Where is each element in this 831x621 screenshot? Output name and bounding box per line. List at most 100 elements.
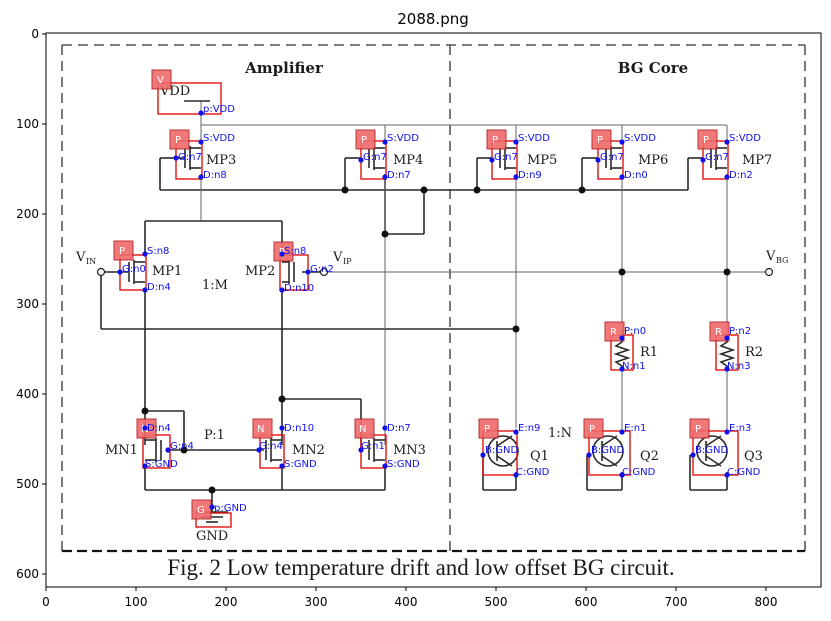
tag-g: G [197, 505, 205, 516]
tag-r: R [715, 327, 722, 338]
ratio-1-m: 1:M [202, 278, 228, 293]
y-tick-label: 0 [31, 27, 39, 41]
pin-annotation: p:VDD [203, 104, 235, 115]
circuit-wires [100, 100, 769, 523]
pin-annotation: N:n3 [727, 361, 751, 372]
mn3-label: MN3 [393, 443, 426, 458]
pin-annotation: D:n2 [729, 170, 753, 181]
mp7-label: MP7 [742, 153, 772, 168]
pin-annotation: B:GND [591, 445, 624, 456]
pin-annotation: C:GND [727, 467, 761, 478]
pin-annotation: C:GND [516, 467, 550, 478]
r2-label: R2 [745, 345, 763, 360]
nmos-symbols [145, 438, 385, 462]
tag-p: P [175, 135, 181, 146]
pin-annotation: D:n7 [387, 170, 411, 181]
vin-subscript: IN [86, 257, 96, 266]
pin-annotation: P:n0 [624, 326, 646, 337]
pin-annotation: D:n9 [518, 170, 542, 181]
component-labels: VDD GND MP3 MP4 MP5 MP6 MP7 MP1 MP2 1:M … [75, 84, 788, 544]
q1-label: Q1 [530, 449, 549, 464]
pin-annotation: S:GND [145, 459, 178, 470]
tag-p: P [589, 424, 595, 435]
mp2-label: MP2 [245, 264, 275, 279]
pin-annotation: G:n7 [178, 152, 202, 163]
pin-annotation: D:n8 [203, 170, 227, 181]
pin-annotation: D:n7 [387, 423, 411, 434]
x-axis: 0 100 200 300 400 500 600 700 800 [42, 587, 777, 609]
q3-label: Q3 [744, 449, 763, 464]
pin-annotation: D:n10 [284, 423, 314, 434]
pin-annotation: S:GND [387, 459, 420, 470]
y-tick-label: 200 [16, 207, 39, 221]
pin-markers [117, 110, 730, 510]
x-tick-label: 300 [305, 595, 328, 609]
pin-annotations: p:VDD p:GND S:VDD G:n7 D:n8 S:VDD G:n7 D… [122, 104, 761, 514]
pin-annotation: p:GND [214, 503, 247, 514]
y-axis: 0 100 200 300 400 500 600 [16, 27, 46, 581]
tag-p: P [119, 246, 125, 257]
x-tick-label: 100 [125, 595, 148, 609]
vip-subscript: IP [343, 257, 352, 266]
gnd-label: GND [196, 529, 228, 544]
tag-p: P [597, 135, 603, 146]
x-tick-label: 400 [395, 595, 418, 609]
pin-annotation: G:n2 [310, 264, 334, 275]
pin-annotation: G:n4 [259, 441, 283, 452]
bg-core-section-label: BG Core [618, 59, 688, 77]
tag-p: P [703, 135, 709, 146]
pin-annotation: G:n7 [363, 152, 387, 163]
pin-annotation: S:n8 [284, 246, 306, 257]
pin-annotation: G:n7 [600, 152, 624, 163]
pin-annotation: S:VDD [518, 133, 550, 144]
pin-annotation: S:VDD [729, 133, 761, 144]
tag-n: N [359, 424, 366, 435]
pin-annotation: D:n10 [284, 283, 314, 294]
mp3-label: MP3 [206, 153, 236, 168]
pin-annotation: S:n8 [147, 246, 169, 257]
figure-caption: Fig. 2 Low temperature drift and low off… [167, 555, 674, 580]
pin-annotation: D:n4 [147, 282, 171, 293]
pin-annotation: S:VDD [203, 133, 235, 144]
tag-v: V [157, 75, 164, 86]
x-tick-label: 600 [575, 595, 598, 609]
junction-dots [96, 186, 774, 494]
pin-annotation: D:n0 [624, 170, 648, 181]
mp5-label: MP5 [527, 153, 557, 168]
block-borders [61, 44, 806, 553]
x-tick-label: 700 [665, 595, 688, 609]
tag-p: P [492, 135, 498, 146]
x-tick-label: 200 [215, 595, 238, 609]
vbg-label: V [765, 249, 776, 264]
axes-frame [45, 32, 822, 588]
resistor-symbols [613, 338, 736, 369]
mp1-label: MP1 [152, 264, 182, 279]
pin-annotation: G:n4 [170, 441, 194, 452]
x-tick-label: 800 [755, 595, 778, 609]
tag-n: N [257, 424, 264, 435]
pin-annotation: B:GND [485, 445, 518, 456]
pin-annotation: G:n1 [361, 441, 385, 452]
tag-p: P [361, 135, 367, 146]
y-tick-label: 600 [16, 567, 39, 581]
pin-annotation: E:n1 [624, 423, 646, 434]
tag-p: P [484, 424, 490, 435]
pin-annotation: S:VDD [387, 133, 419, 144]
bjt-symbols [487, 435, 728, 467]
tag-p: P [695, 424, 701, 435]
pin-annotation: G:n0 [122, 264, 146, 275]
pin-annotation: D:n4 [147, 423, 171, 434]
q2-label: Q2 [640, 449, 659, 464]
mp4-label: MP4 [393, 153, 423, 168]
pin-annotation: N:n1 [622, 361, 646, 372]
pin-annotation: G:n7 [705, 152, 729, 163]
vin-label: V [75, 250, 86, 265]
mn1-label: MN1 [105, 443, 138, 458]
amplifier-section-label: Amplifier [244, 59, 324, 77]
pin-annotation: C:GND [622, 467, 656, 478]
r1-label: R1 [640, 345, 658, 360]
ratio-1-n: 1:N [548, 426, 572, 441]
pin-annotation: S:GND [284, 459, 317, 470]
pin-annotation: E:n3 [729, 423, 751, 434]
